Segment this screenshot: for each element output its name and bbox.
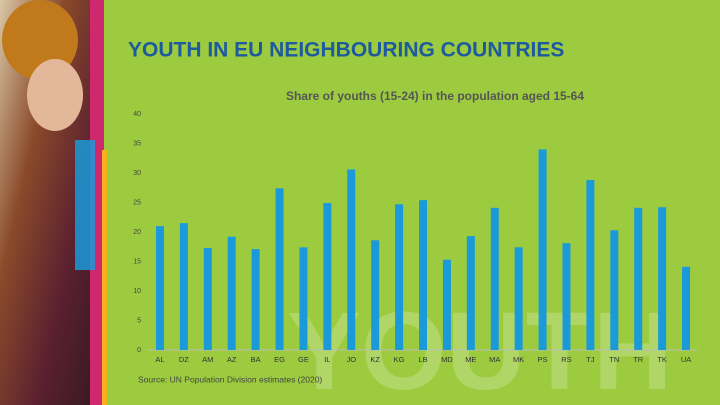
x-tick-label: GE	[298, 355, 309, 364]
bar	[323, 203, 332, 350]
x-tick-label: MK	[513, 355, 524, 364]
bar	[562, 243, 571, 350]
y-tick-label: 35	[133, 140, 141, 147]
bar	[275, 188, 284, 350]
bar	[586, 180, 595, 350]
x-tick-label: MA	[489, 355, 500, 364]
bar	[490, 207, 499, 350]
x-tick-label: KG	[394, 355, 405, 364]
bar	[347, 169, 356, 350]
y-tick-label: 20	[133, 229, 141, 236]
photo-face	[27, 59, 83, 131]
bar	[203, 247, 212, 350]
x-tick-label: AL	[155, 355, 164, 364]
x-tick-label: IL	[324, 355, 330, 364]
x-tick-label: EG	[274, 355, 285, 364]
x-tick-label: LB	[418, 355, 427, 364]
y-tick-label: 40	[133, 111, 141, 118]
bar	[514, 247, 523, 350]
bar	[634, 207, 643, 350]
bar	[610, 230, 619, 350]
bar	[538, 149, 547, 350]
chart-title: Share of youths (15-24) in the populatio…	[286, 89, 584, 103]
x-tick-label: UA	[681, 355, 691, 364]
x-tick-label: MD	[441, 355, 453, 364]
x-tick-label: BA	[251, 355, 261, 364]
bar	[466, 236, 475, 350]
y-tick-label: 0	[137, 347, 141, 354]
blue-stripe	[75, 140, 95, 270]
slide-title: YOUTH IN EU NEIGHBOURING COUNTRIES	[128, 39, 564, 62]
pink-stripe	[90, 0, 104, 405]
y-tick-label: 25	[133, 199, 141, 206]
x-tick-label: TK	[657, 355, 667, 364]
bar	[155, 226, 164, 350]
y-tick-label: 15	[133, 258, 141, 265]
bar	[658, 207, 667, 350]
bar	[299, 247, 308, 350]
x-tick-label: TJ	[586, 355, 595, 364]
bar	[682, 266, 691, 350]
source: Source: UN Population Division estimates…	[138, 374, 322, 384]
x-tick-label: DZ	[179, 355, 189, 364]
bar	[395, 204, 404, 350]
x-tick-label: KZ	[370, 355, 380, 364]
x-tick-label: TN	[609, 355, 619, 364]
yellow-stripe	[102, 150, 107, 405]
x-tick-label: TR	[633, 355, 644, 364]
bar	[251, 249, 260, 350]
x-tick-label: PS	[538, 355, 548, 364]
y-tick-label: 5	[137, 317, 141, 324]
y-tick-label: 30	[133, 170, 141, 177]
bar	[442, 259, 451, 350]
x-tick-label: AM	[202, 355, 213, 364]
bar	[371, 240, 380, 350]
x-tick-label: ME	[465, 355, 476, 364]
x-tick-label: RS	[561, 355, 571, 364]
bar	[227, 236, 236, 350]
bar	[419, 200, 427, 350]
x-tick-label: AZ	[227, 355, 237, 364]
x-tick-label: JO	[346, 355, 356, 364]
bar	[179, 223, 188, 350]
y-tick-label: 10	[133, 288, 141, 295]
